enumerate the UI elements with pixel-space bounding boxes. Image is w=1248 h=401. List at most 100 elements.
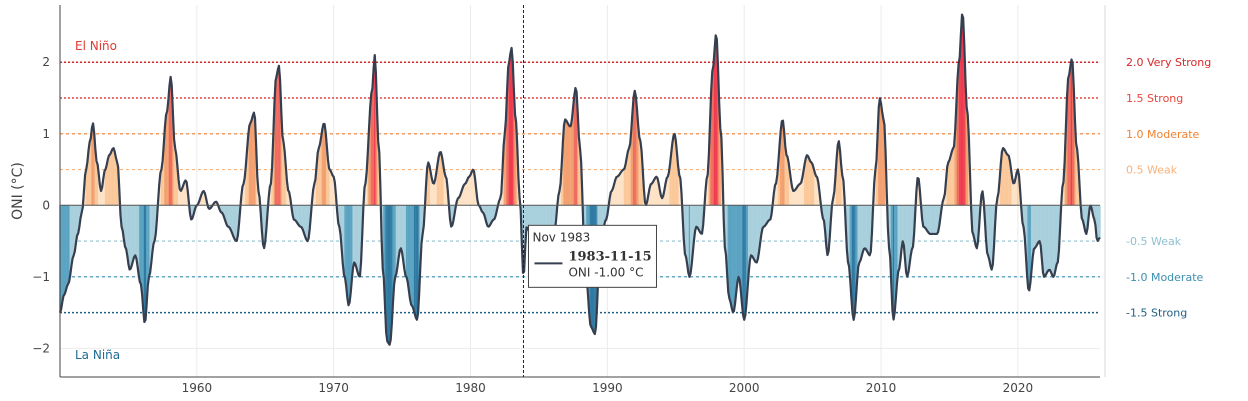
oni-fill-bar xyxy=(490,205,492,224)
oni-fill-bar xyxy=(567,124,570,206)
oni-fill-bar xyxy=(1053,205,1056,276)
oni-fill-bar xyxy=(466,180,468,206)
oni-fill-bar xyxy=(100,191,102,206)
oni-fill-bar xyxy=(620,172,622,206)
oni-fill-bar xyxy=(92,123,94,206)
oni-fill-bar xyxy=(280,109,282,206)
oni-fill-bar xyxy=(744,205,747,315)
oni-fill-bar xyxy=(634,90,636,206)
oni-fill-bar xyxy=(485,205,488,224)
oni-fill-bar xyxy=(676,152,678,206)
oni-fill-bar xyxy=(347,205,350,306)
oni-fill-bar xyxy=(856,205,858,281)
oni-fill-bar xyxy=(149,205,151,273)
oni-fill-bar xyxy=(987,205,989,256)
oni-fill-bar xyxy=(712,65,715,206)
oni-fill-bar xyxy=(294,205,296,220)
oni-fill-bar xyxy=(356,205,359,273)
oni-fill-bar xyxy=(627,151,629,206)
oni-fill-bar xyxy=(298,205,301,227)
oni-fill-bar xyxy=(1018,175,1020,206)
oni-fill-bar xyxy=(279,79,281,206)
oni-fill-bar xyxy=(713,49,716,206)
oni-fill-bar xyxy=(474,178,476,206)
oni-fill-bar xyxy=(965,106,968,206)
oni-fill-bar xyxy=(396,205,399,267)
oni-fill-bar xyxy=(319,144,321,206)
oni-fill-bar xyxy=(493,205,496,220)
oni-fill-bar xyxy=(648,188,651,206)
oni-fill-bar xyxy=(853,205,855,320)
oni-fill-bar xyxy=(410,205,412,305)
oni-fill-bar xyxy=(401,205,403,253)
oni-fill-bar xyxy=(547,205,549,242)
oni-fill-bar xyxy=(1054,205,1057,270)
oni-fill-bar xyxy=(782,120,784,206)
oni-fill-bar xyxy=(1032,205,1034,258)
oni-fill-bar xyxy=(639,141,642,206)
oni-fill-bar xyxy=(781,121,783,206)
oni-fill-bar xyxy=(953,146,955,206)
oni-fill-bar xyxy=(930,205,932,234)
oni-fill-bar xyxy=(460,191,463,206)
oni-fill-bar xyxy=(602,205,604,234)
oni-fill-bar xyxy=(412,205,415,310)
oni-fill-bar xyxy=(1073,87,1075,206)
oni-fill-bar xyxy=(574,88,577,206)
oni-fill-bar xyxy=(482,205,484,213)
oni-fill-bar xyxy=(733,205,735,312)
oni-fill-bar xyxy=(936,205,938,234)
oni-fill-bar xyxy=(710,91,712,206)
oni-fill-bar xyxy=(718,101,720,206)
oni-fill-bar xyxy=(224,205,227,222)
oni-fill-bar xyxy=(201,192,204,206)
oni-fill-bar xyxy=(765,205,767,225)
oni-fill-bar xyxy=(383,205,385,279)
oni-fill-bar xyxy=(785,154,788,206)
oni-fill-bar xyxy=(954,130,956,206)
oni-fill-bar xyxy=(78,205,81,227)
oni-fill-bar xyxy=(870,205,872,252)
oni-fill-bar xyxy=(171,85,173,206)
oni-fill-bar xyxy=(486,205,489,227)
oni-fill-bar xyxy=(491,205,493,222)
oni-fill-bar xyxy=(346,205,349,299)
oni-fill-bar xyxy=(664,183,667,206)
oni-fill-bar xyxy=(866,205,869,252)
oni-fill-bar xyxy=(824,205,826,232)
oni-fill-bar xyxy=(359,205,361,277)
oni-fill-bar xyxy=(273,104,276,206)
hover-layer[interactable]: Nov 1983 1983-11-15 ONI -1.00 °C xyxy=(522,5,657,377)
oni-fill-bar xyxy=(1070,59,1073,206)
oni-fill-bar xyxy=(200,194,203,206)
oni-fill-bar xyxy=(115,157,117,206)
oni-fill-bar xyxy=(621,170,623,206)
y-tick-label: 2 xyxy=(42,55,50,69)
oni-fill-bar xyxy=(398,205,400,258)
oni-fill-bar xyxy=(159,173,162,206)
oni-fill-bar xyxy=(1005,153,1008,206)
oni-fill-bar xyxy=(662,195,664,206)
oni-fill-bar xyxy=(577,112,579,206)
oni-fill-bar xyxy=(222,205,224,215)
oni-fill-bar xyxy=(254,118,256,206)
oni-fill-bar xyxy=(1045,205,1048,274)
oni-fill-bar xyxy=(185,181,188,206)
oni-fill-bar xyxy=(141,205,143,295)
oni-fill-bar xyxy=(168,85,171,206)
oni-fill-bar xyxy=(247,136,249,206)
oni-fill-bar xyxy=(741,205,743,304)
oni-fill-bar xyxy=(807,156,809,206)
oni-fill-bar xyxy=(459,195,461,206)
oni-fill-bar xyxy=(463,185,465,206)
oni-fill-bar xyxy=(514,114,516,206)
oni-fill-bar xyxy=(798,184,800,206)
oni-fill-bar xyxy=(737,205,740,278)
oni-fill-bar xyxy=(908,205,911,265)
oni-fill-bar xyxy=(931,205,934,234)
oni-fill-bar xyxy=(847,205,849,263)
oni-fill-bar xyxy=(295,205,297,222)
oni-fill-bar xyxy=(345,205,347,287)
oni-fill-bar xyxy=(826,205,829,256)
oni-fill-bar xyxy=(986,205,988,253)
